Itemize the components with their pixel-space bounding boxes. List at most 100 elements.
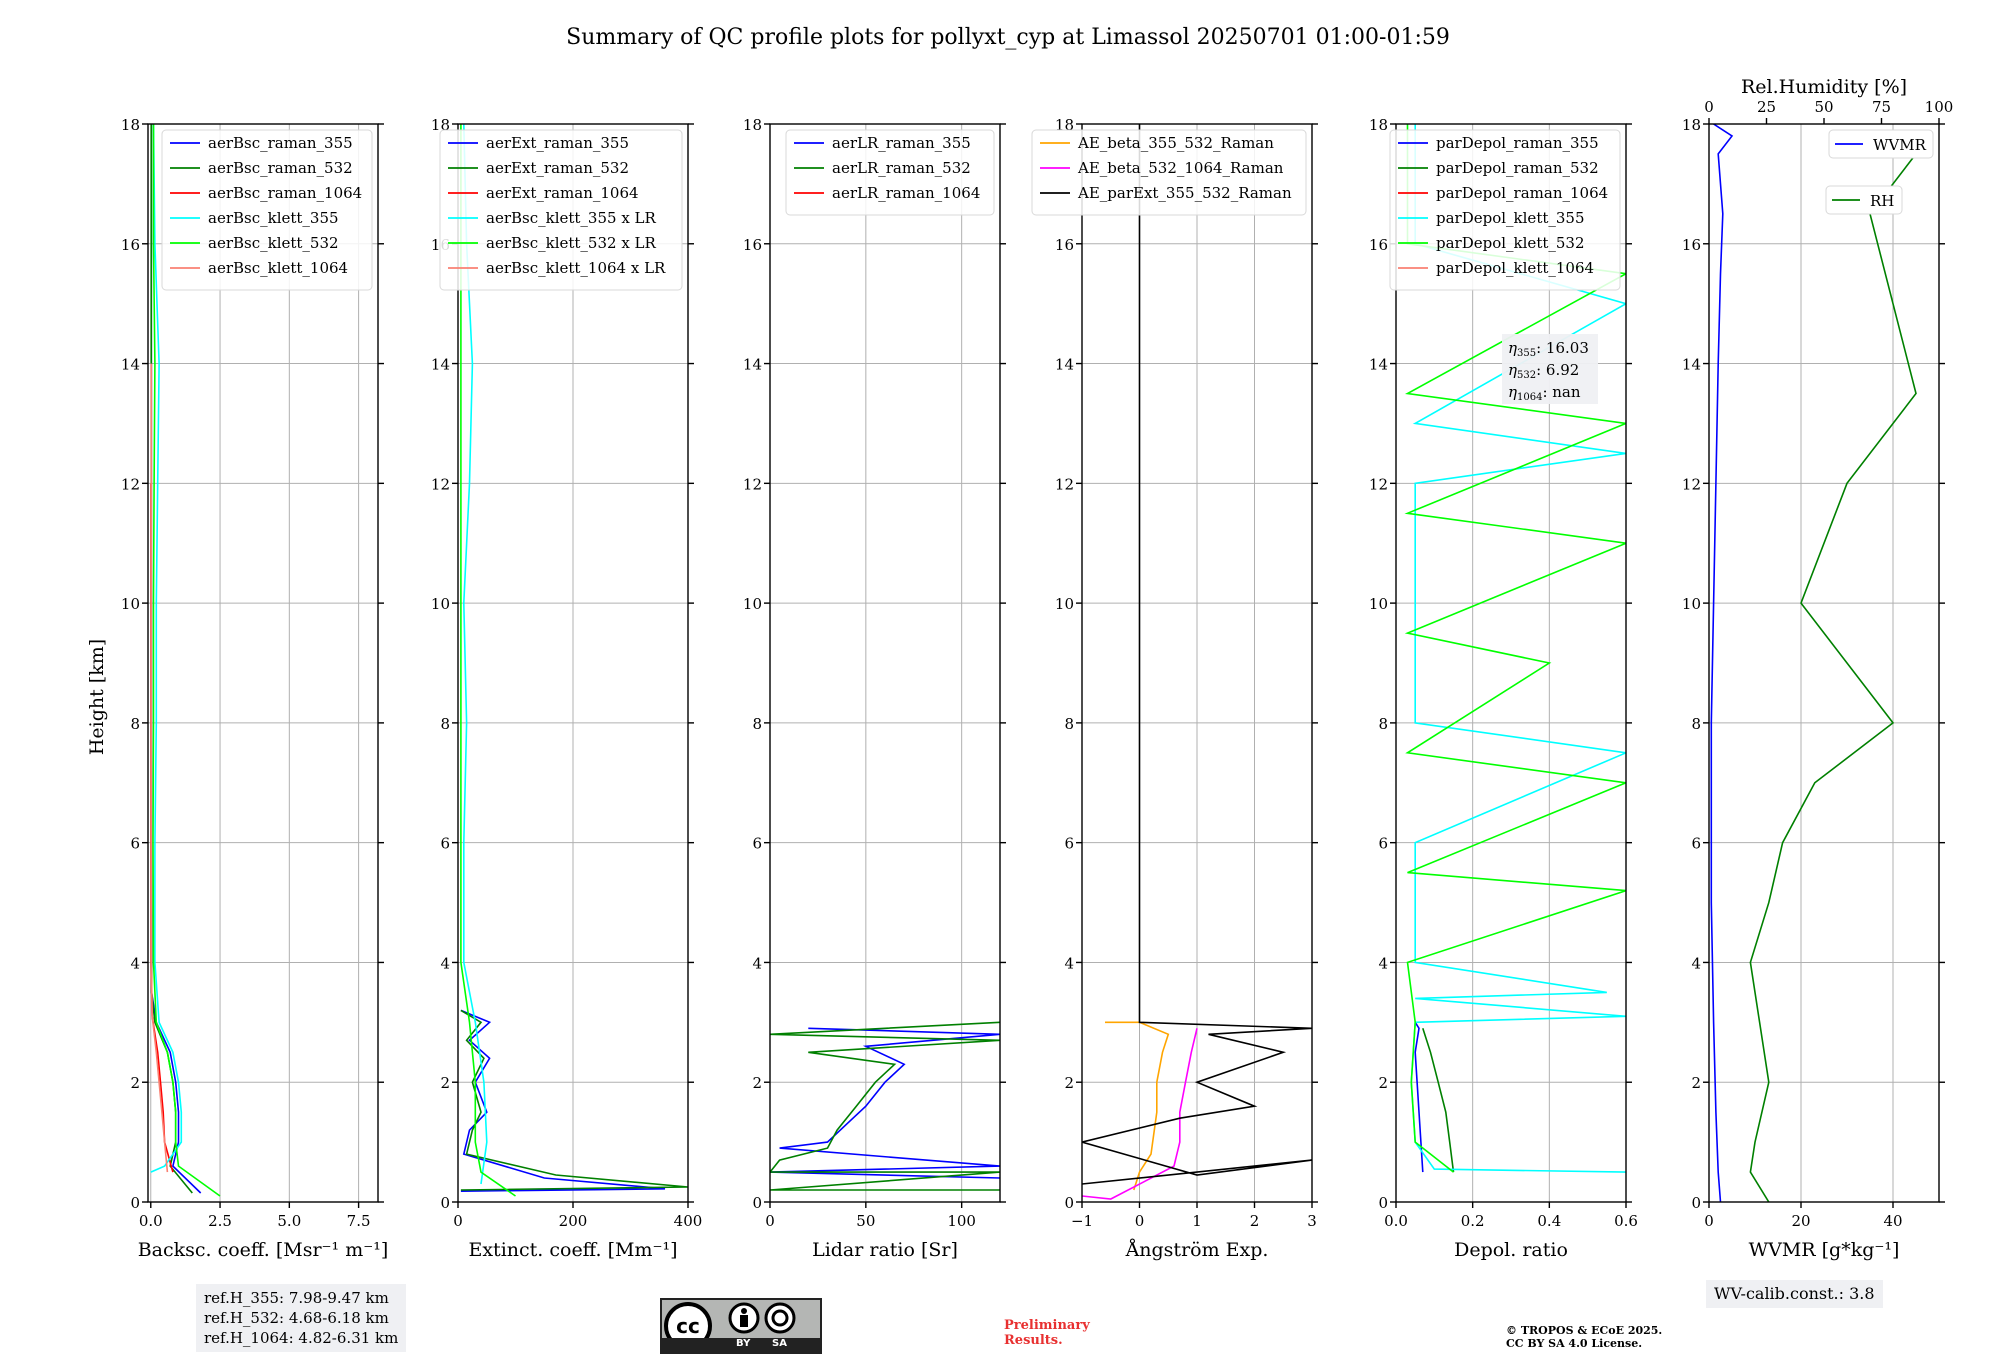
y-tick-label: 8	[1691, 715, 1701, 733]
x-tick-label: 3	[1307, 1212, 1317, 1230]
y-tick-label: 6	[1691, 835, 1701, 853]
y-tick-label: 0	[1064, 1194, 1074, 1212]
series-line-aerext-raman-355	[460, 1009, 666, 1192]
x-tick-label: 0.2	[1461, 1212, 1485, 1230]
legend-entry: aerBsc_klett_1064 x LR	[486, 259, 666, 277]
legend-box	[1389, 129, 1621, 291]
eta-355: η355: 16.03	[1508, 339, 1589, 359]
y-tick-label: 8	[752, 715, 762, 733]
share-alike-icon	[764, 1302, 796, 1334]
panel-1: 0 2 4 6 8 10 12 14 16 18 0.0 2.5 5.0 7.5 Backsc. coeff…	[121, 116, 388, 1261]
y-tick-label: 18	[743, 116, 762, 134]
series-line-aerbsc-klett-1064	[150, 363, 169, 1173]
legend-box	[161, 129, 373, 291]
y-tick-label: 8	[440, 715, 450, 733]
y-tick-label: 0	[752, 1194, 762, 1212]
top-x-tick-label: 25	[1757, 98, 1776, 116]
series-line-rh	[1749, 153, 1917, 1202]
y-tick-label: 2	[440, 1074, 450, 1092]
svg-text:cc: cc	[676, 1314, 700, 1338]
y-tick-label: 18	[1682, 116, 1701, 134]
y-tick-label: 16	[1055, 236, 1074, 254]
y-tick-label: 4	[440, 954, 450, 972]
x-tick-label: 40	[1883, 1212, 1902, 1230]
y-tick-label: 2	[130, 1074, 140, 1092]
y-tick-label: 18	[1369, 116, 1388, 134]
x-axis-label: Lidar ratio [Sr]	[812, 1239, 958, 1261]
y-tick-label: 4	[1064, 954, 1074, 972]
y-tick-label: 14	[431, 356, 450, 374]
y-tick-label: 16	[743, 236, 762, 254]
y-tick-label: 10	[743, 595, 762, 613]
y-tick-label: 14	[1369, 356, 1388, 374]
panel-3: 0 2 4 6 8 10 12 14 16 18 0 50 100 Lidar ratio [Sr] aer…	[743, 116, 1006, 1261]
top-x-tick-label: 0	[1704, 98, 1714, 116]
copyright-line-1: © TROPOS & ECoE 2025.	[1506, 1324, 1663, 1337]
x-tick-label: 7.5	[347, 1212, 371, 1230]
y-tick-label: 14	[743, 356, 762, 374]
x-tick-label: 2.5	[208, 1212, 232, 1230]
y-tick-label: 12	[1682, 475, 1701, 493]
y-tick-label: 14	[1682, 356, 1701, 374]
axes-frame	[1395, 123, 1627, 1203]
series-line-aerbsc-klett-532	[152, 124, 221, 1197]
eta-1064: η1064: nan	[1508, 383, 1581, 403]
y-tick-label: 8	[130, 715, 140, 733]
x-tick-label: 0	[765, 1212, 775, 1230]
y-tick-label: 2	[1064, 1074, 1074, 1092]
legend-entry: aerBsc_klett_355	[208, 209, 339, 227]
y-tick-label: 6	[752, 835, 762, 853]
x-tick-label: 2	[1250, 1212, 1260, 1230]
y-tick-label: 12	[743, 475, 762, 493]
y-tick-label: 12	[1055, 475, 1074, 493]
panel-5: 0 2 4 6 8 10 12 14 16 18 0.0 0.2 0.4 0.6 Depol. ratio p…	[1369, 116, 1638, 1261]
legend-entry: aerExt_raman_532	[486, 159, 629, 177]
legend-box	[439, 129, 683, 291]
cc-logo-icon: cc	[664, 1302, 712, 1340]
legend-entry: aerBsc_raman_355	[208, 134, 353, 152]
legend-entry: aerBsc_klett_532 x LR	[486, 234, 657, 252]
legend-entry: aerLR_raman_532	[832, 159, 971, 177]
eta-annotation-box	[1502, 334, 1598, 404]
reference-heights-box: ref.H_355: 7.98-9.47 km ref.H_532: 4.68-…	[196, 1284, 407, 1352]
ref-height-1064: ref.H_1064: 4.82-6.31 km	[204, 1329, 399, 1347]
legend-box	[1031, 129, 1307, 216]
series-line-wvmr	[1710, 124, 1734, 1202]
legend-box	[1825, 185, 1903, 215]
x-tick-label: 0.0	[1384, 1212, 1408, 1230]
y-tick-label: 10	[1055, 595, 1074, 613]
legend-entry: parDepol_raman_355	[1436, 134, 1599, 152]
y-tick-label: 6	[130, 835, 140, 853]
y-tick-label: 4	[1691, 954, 1701, 972]
cc-by-sa-license-badge: cc BY SA	[660, 1298, 822, 1354]
license-by-label: BY	[736, 1338, 751, 1349]
wv-calibration-constant: WV-calib.const.: 3.8	[1714, 1284, 1875, 1303]
legend-entry: parDepol_klett_355	[1436, 209, 1585, 227]
legend-box	[785, 129, 995, 216]
x-axis-label: Depol. ratio	[1454, 1239, 1568, 1261]
top-x-tick-label: 50	[1814, 98, 1833, 116]
y-tick-label: 6	[1064, 835, 1074, 853]
x-tick-label: 1	[1192, 1212, 1202, 1230]
legend-entry: RH	[1870, 192, 1894, 210]
y-tick-label: 0	[130, 1194, 140, 1212]
panel-2: 0246810121416180200400Extinct. coeff. [M…	[431, 116, 702, 1261]
top-x-axis-label: Rel.Humidity [%]	[1741, 76, 1907, 98]
y-tick-label: 12	[431, 475, 450, 493]
x-tick-label: 0	[453, 1212, 463, 1230]
y-tick-label: 2	[1691, 1074, 1701, 1092]
figure-title: Summary of QC profile plots for pollyxt_…	[566, 25, 1450, 50]
x-tick-label: 0.6	[1614, 1212, 1638, 1230]
series-line-aerlr-raman-355	[770, 1027, 1000, 1179]
y-tick-label: 4	[752, 954, 762, 972]
legend-entry: aerBsc_klett_532	[208, 234, 339, 252]
y-tick-label: 14	[1055, 356, 1074, 374]
legend-entry: aerLR_raman_1064	[832, 184, 980, 202]
y-tick-label: 6	[1378, 835, 1388, 853]
top-x-tick-label: 75	[1872, 98, 1891, 116]
legend-entry: AE_beta_532_1064_Raman	[1077, 159, 1284, 177]
legend-entry: aerBsc_raman_532	[208, 159, 353, 177]
y-tick-label: 16	[1369, 236, 1388, 254]
